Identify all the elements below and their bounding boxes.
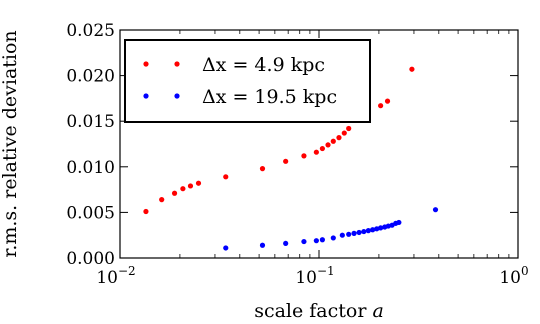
data-point [346, 231, 352, 237]
y-tick-label: 0.020 [66, 67, 115, 87]
y-tick-label: 0.025 [66, 21, 115, 41]
legend-label: Δx = 19.5 kpc [202, 86, 337, 108]
data-point [339, 232, 345, 238]
data-point [356, 229, 362, 236]
data-point [325, 142, 331, 148]
legend-marker [143, 93, 149, 99]
legend-marker [174, 93, 180, 99]
data-point [259, 242, 266, 248]
data-point [301, 153, 307, 159]
data-point [384, 98, 391, 104]
data-point [223, 245, 229, 251]
data-point [283, 240, 289, 247]
data-point [313, 238, 319, 244]
data-point [259, 166, 266, 172]
x-axis-title: scale factor a [254, 300, 384, 322]
legend-label: Δx = 4.9 kpc [202, 54, 325, 76]
data-point [171, 190, 178, 196]
data-point [378, 225, 384, 231]
data-point [143, 208, 149, 215]
data-point [180, 186, 186, 192]
data-point [195, 180, 202, 186]
data-point [346, 125, 352, 132]
x-axis-title-variable: a [372, 300, 383, 322]
data-point [330, 235, 336, 241]
y-tick-label: 0.005 [66, 203, 115, 223]
x-axis-title-text: scale factor [254, 300, 372, 322]
data-point [374, 226, 380, 232]
x-tick-label: 100 [499, 264, 528, 288]
y-tick-label: 0.015 [66, 112, 115, 132]
x-tick-label: 10−1 [295, 264, 334, 288]
y-tick-label: 0.000 [66, 249, 115, 269]
legend-box [124, 39, 371, 123]
data-point [223, 174, 229, 180]
data-points [143, 66, 439, 251]
data-point [319, 237, 325, 243]
y-tick-label: 0.010 [66, 158, 115, 178]
legend: Δx = 4.9 kpc Δx = 19.5 kpc [124, 39, 371, 123]
data-point [378, 103, 384, 109]
data-point [370, 227, 376, 233]
data-point [283, 158, 289, 164]
data-point [319, 145, 325, 152]
y-axis-title: r.m.s. relative deviation [0, 30, 21, 257]
data-point [409, 66, 415, 72]
x-tick-exponent: −1 [317, 264, 335, 278]
data-point [432, 207, 439, 213]
data-point [301, 238, 307, 245]
data-point [159, 197, 165, 203]
data-point [341, 130, 347, 136]
x-tick-exponent: 0 [521, 264, 529, 278]
data-point [361, 228, 367, 235]
legend-items: Δx = 4.9 kpc Δx = 19.5 kpc [143, 54, 337, 108]
legend-marker [174, 61, 180, 67]
legend-marker [143, 61, 149, 67]
data-point [313, 149, 319, 155]
data-point [330, 138, 336, 144]
data-point [187, 183, 194, 189]
data-point [351, 230, 357, 236]
data-point [396, 219, 402, 226]
data-point [336, 135, 342, 141]
x-tick-exponent: −2 [118, 264, 136, 278]
data-point [365, 228, 371, 234]
y-ticks: 0.000 0.005 0.010 0.015 0.020 0.025 [66, 21, 518, 269]
